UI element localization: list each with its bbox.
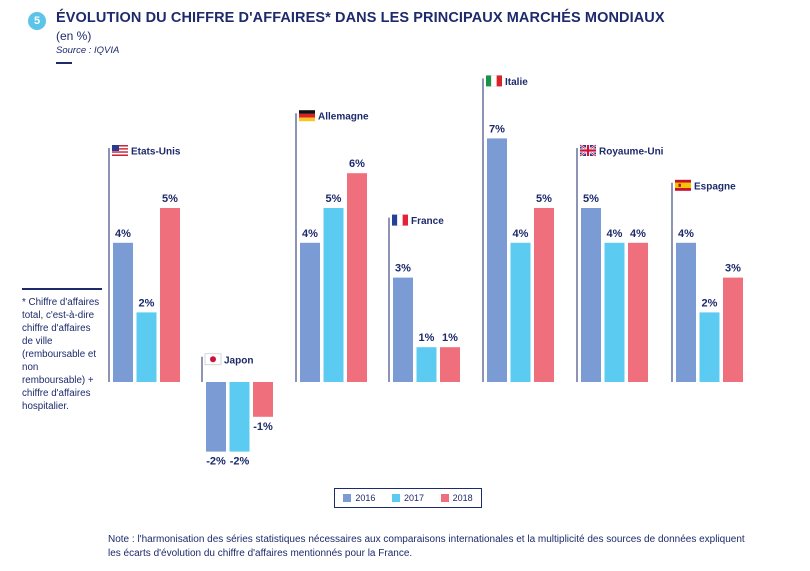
- data-label-italie-2016: 7%: [489, 123, 505, 135]
- data-label-espagne-2017: 2%: [702, 297, 718, 309]
- country-label-italie: Italie: [505, 77, 528, 88]
- bar-group-japon: -2% -2% -1% Japon: [201, 353, 273, 468]
- data-label-royaume-uni-2017: 4%: [607, 228, 623, 240]
- chart-subtitle: (en %): [56, 29, 92, 43]
- bar-group-espagne: 4% 2% 3% Espagne: [671, 179, 743, 382]
- country-label-france: France: [411, 216, 444, 227]
- data-label-allemagne-2017: 5%: [326, 193, 342, 205]
- chart-title: ÉVOLUTION DU CHIFFRE D'AFFAIRES* DANS LE…: [56, 10, 665, 26]
- bar-italie-2017: [510, 242, 531, 382]
- legend-item-2017: 2017: [391, 493, 424, 503]
- bar-espagne-2017: [699, 312, 720, 382]
- section-number-badge: 5: [28, 12, 46, 30]
- country-label-espagne: Espagne: [694, 181, 736, 192]
- legend-label-2017: 2017: [403, 493, 424, 503]
- legend-item-2016: 2016: [343, 493, 375, 503]
- bar-group-allemagne: 4% 5% 6% Allemagne: [295, 110, 369, 382]
- data-label-allemagne-2016: 4%: [302, 228, 318, 240]
- country-label-allemagne: Allemagne: [318, 112, 369, 123]
- bar-allemagne-2016: [300, 242, 320, 382]
- data-label-etats-unis-2017: 2%: [139, 297, 155, 309]
- data-label-royaume-uni-2018: 4%: [630, 228, 646, 240]
- bar-japon-2018: [253, 382, 273, 417]
- data-label-espagne-2018: 3%: [725, 263, 741, 275]
- bar-france-2016: [393, 277, 413, 382]
- bar-etats-unis-2018: [160, 208, 180, 382]
- bar-japon-2016: [206, 382, 226, 452]
- bar-france-2018: [440, 347, 460, 382]
- bar-allemagne-2017: [323, 208, 344, 382]
- bar-chart: 4% 2% 5% Etats-Unis -2% -2% -1% Japon 4% 5% 6% Alle…: [108, 75, 743, 468]
- data-label-allemagne-2018: 6%: [349, 158, 365, 170]
- country-label-royaume-uni: Royaume-Uni: [599, 147, 664, 158]
- legend-swatch-2018: [440, 494, 449, 502]
- data-label-royaume-uni-2016: 5%: [583, 193, 599, 205]
- legend-label-2018: 2018: [452, 493, 473, 503]
- bar-espagne-2018: [723, 277, 743, 382]
- bar-group-france: 3% 1% 1% France: [388, 214, 460, 382]
- legend-swatch-2016: [343, 494, 352, 502]
- legend-swatch-2017: [391, 494, 400, 502]
- chart-source: Source : IQVIA: [56, 45, 120, 56]
- legend-item-2018: 2018: [440, 493, 473, 503]
- bar-group-etats-unis: 4% 2% 5% Etats-Unis: [108, 145, 181, 382]
- bar-royaume-uni-2018: [628, 242, 648, 382]
- bar-france-2017: [416, 347, 437, 382]
- japan-flag-icon: [204, 353, 222, 366]
- data-label-etats-unis-2018: 5%: [162, 193, 178, 205]
- data-label-italie-2018: 5%: [536, 193, 552, 205]
- bar-japon-2017: [229, 382, 250, 452]
- data-label-japon-2016: -2%: [206, 456, 226, 468]
- bottom-note: Note : l'harmonisation des séries statis…: [108, 534, 745, 559]
- italy-flag-icon: [486, 75, 502, 87]
- germany-flag-icon: [299, 110, 315, 122]
- data-label-japon-2018: -1%: [253, 421, 273, 433]
- bar-italie-2016: [487, 138, 507, 382]
- title-divider: [56, 62, 72, 64]
- us-flag-icon: [112, 145, 128, 156]
- spain-flag-icon: [675, 179, 691, 191]
- data-label-france-2017: 1%: [419, 332, 435, 344]
- country-label-etats-unis: Etats-Unis: [131, 147, 181, 158]
- data-label-italie-2017: 4%: [513, 228, 529, 240]
- country-label-japon: Japon: [224, 355, 253, 366]
- footnote-sidebar: * Chiffre d'affaires total, c'est-à-dire…: [22, 288, 102, 413]
- bar-royaume-uni-2016: [581, 208, 601, 382]
- data-label-france-2016: 3%: [395, 263, 411, 275]
- bar-etats-unis-2017: [136, 312, 157, 382]
- data-label-espagne-2016: 4%: [678, 228, 694, 240]
- bar-group-royaume-uni: 5% 4% 4% Royaume-Uni: [576, 144, 664, 382]
- france-flag-icon: [392, 214, 408, 226]
- data-label-etats-unis-2016: 4%: [115, 228, 131, 240]
- data-label-japon-2017: -2%: [230, 456, 250, 468]
- data-label-france-2018: 1%: [442, 332, 458, 344]
- legend-label-2016: 2016: [355, 493, 376, 503]
- bar-etats-unis-2016: [113, 242, 133, 382]
- bar-italie-2018: [534, 208, 554, 382]
- uk-flag-icon: [579, 144, 597, 157]
- bar-allemagne-2018: [347, 173, 367, 382]
- bar-group-italie: 7% 4% 5% Italie: [482, 75, 554, 382]
- chart-legend: 2016 2017 2018: [334, 488, 482, 508]
- bar-royaume-uni-2017: [604, 242, 625, 382]
- bar-espagne-2016: [676, 242, 696, 382]
